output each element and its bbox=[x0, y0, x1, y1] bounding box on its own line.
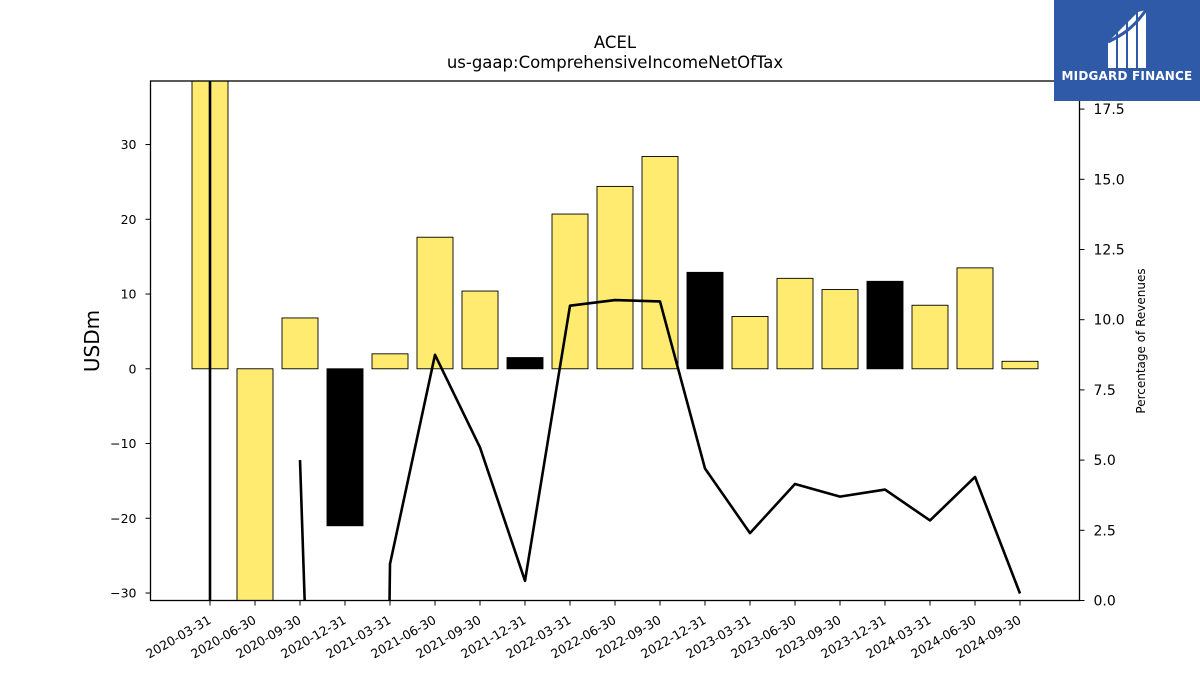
left-tick-label: −10 bbox=[110, 436, 136, 451]
bar-2021-06-30 bbox=[416, 236, 454, 370]
right-tick-label: 12.5 bbox=[1094, 242, 1125, 258]
y-axis-label-left: USDm bbox=[80, 310, 104, 372]
bars-group bbox=[191, 81, 1039, 601]
bar-2023-06-30 bbox=[776, 277, 814, 370]
right-tick-label: 2.5 bbox=[1094, 523, 1116, 539]
bar-2022-09-30 bbox=[641, 156, 679, 370]
y-axis-label-right: Percentage of Revenues bbox=[1134, 268, 1148, 413]
right-tick-label: 15.0 bbox=[1094, 172, 1125, 188]
left-axis: −30 −20 −10 0 10 20 30 bbox=[110, 137, 151, 601]
bar-2021-09-30 bbox=[461, 290, 499, 370]
left-tick-label: 10 bbox=[121, 287, 137, 302]
bar-2024-06-30 bbox=[956, 267, 994, 370]
bar-2024-03-31 bbox=[911, 304, 949, 370]
bar-2024-09-30 bbox=[1001, 360, 1039, 370]
left-tick-label: 0 bbox=[129, 361, 137, 376]
left-tick-label: 30 bbox=[121, 137, 137, 152]
right-axis: 0.0 2.5 5.0 7.5 10.0 12.5 15.0 17.5 bbox=[1079, 102, 1125, 610]
bar-2022-12-31 bbox=[686, 271, 724, 370]
right-tick-label: 5.0 bbox=[1094, 453, 1116, 469]
logo-text: MIDGARD FINANCE bbox=[1061, 69, 1193, 83]
x-axis: 2020-03-312020-06-302020-09-302020-12-31… bbox=[143, 600, 1024, 661]
bar-2023-03-31 bbox=[731, 316, 769, 370]
right-tick-label: 7.5 bbox=[1094, 383, 1116, 399]
left-tick-label: 20 bbox=[121, 212, 137, 227]
right-tick-label: 0.0 bbox=[1094, 594, 1116, 610]
percentage-line bbox=[208, 81, 1022, 601]
right-tick-label: 10.0 bbox=[1094, 313, 1125, 329]
right-tick-label: 17.5 bbox=[1094, 102, 1125, 118]
bar-2022-06-30 bbox=[596, 185, 634, 370]
bar-2021-12-31 bbox=[506, 357, 544, 370]
bar-2023-12-31 bbox=[866, 280, 904, 370]
bar-2023-09-30 bbox=[821, 289, 859, 370]
logo: MIDGARD FINANCE bbox=[1054, 0, 1200, 101]
left-tick-label: −30 bbox=[110, 586, 136, 601]
chart-subtitle: us-gaap:ComprehensiveIncomeNetOfTax bbox=[447, 53, 784, 72]
left-tick-label: −20 bbox=[110, 511, 136, 526]
bar-2020-12-31 bbox=[326, 368, 364, 527]
logo-icon bbox=[1107, 9, 1148, 68]
line-group bbox=[208, 81, 1022, 601]
bar-2020-06-30 bbox=[236, 368, 274, 601]
chart-title: ACEL bbox=[594, 33, 637, 52]
bar-2021-03-31 bbox=[371, 353, 409, 370]
bar-2020-09-30 bbox=[281, 317, 319, 370]
bar-2022-03-31 bbox=[551, 213, 589, 370]
